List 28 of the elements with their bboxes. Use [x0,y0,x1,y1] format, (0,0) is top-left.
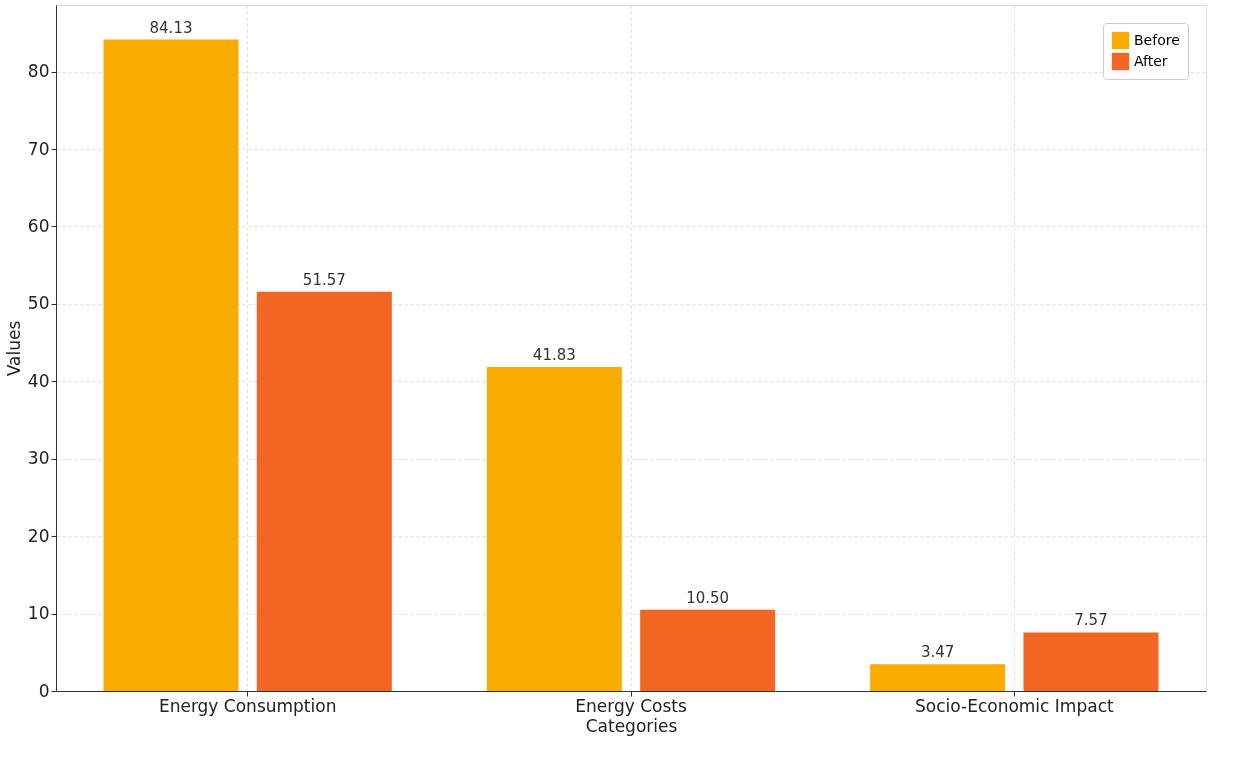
data-label: 51.57 [302,270,346,289]
bar [1023,632,1159,691]
data-label: 84.13 [149,18,193,37]
legend-label: After [1134,52,1168,69]
bar [870,664,1006,691]
y-tick-label: 80 [27,61,50,82]
x-tick-label: Socio-Economic Impact [915,695,1114,716]
y-axis-title: Values [3,320,24,377]
data-label: 7.57 [1074,611,1108,630]
y-tick-label: 0 [38,680,50,701]
y-tick-label: 30 [27,448,50,469]
x-tick-label: Energy Costs [575,695,687,716]
data-label: 3.47 [920,643,955,662]
bar [256,291,392,691]
y-tick-label: 20 [27,525,50,546]
legend-label: Before [1134,31,1180,48]
y-tick-label: 70 [27,138,50,159]
y-tick-label: 50 [27,293,50,314]
y-tick-label: 60 [27,215,50,236]
bar [486,367,622,691]
x-tick-label: Energy Consumption [158,695,337,716]
data-label: 10.50 [686,588,730,607]
bar [640,609,776,691]
y-tick-label: 40 [27,370,50,391]
y-tick-label: 10 [27,603,50,624]
bar [103,39,239,691]
x-axis-title: Categories [585,715,678,736]
data-label: 41.83 [532,346,576,365]
